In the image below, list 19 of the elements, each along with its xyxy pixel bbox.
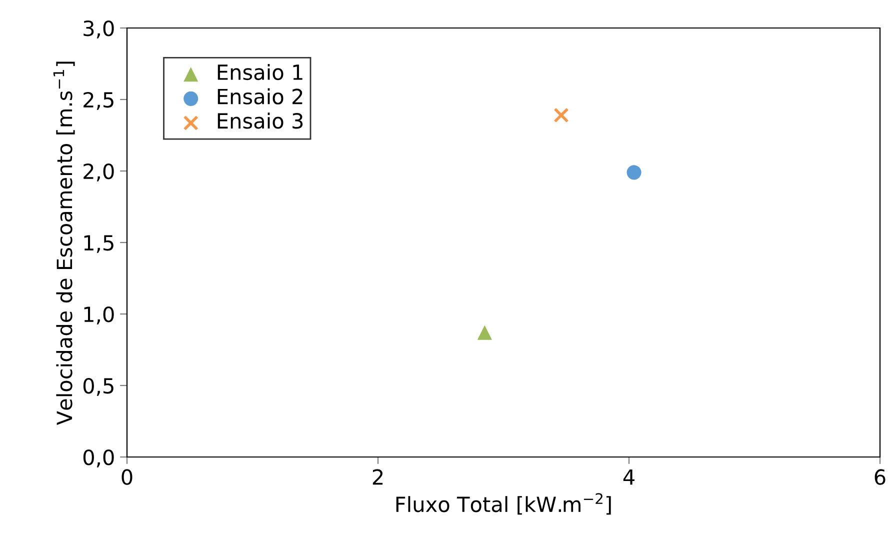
y-axis-title: Velocidade de Escoamento [m.s$^{−1}$] xyxy=(53,62,75,426)
y-tick-label: 1,5 xyxy=(84,235,114,253)
y-tick-label: 1,0 xyxy=(84,306,114,324)
x-tick-label: 0 xyxy=(122,469,132,485)
x-tick-label: 6 xyxy=(874,469,886,485)
y-tick-label: 0,5 xyxy=(83,378,114,396)
legend-label: Ensaio 1 xyxy=(218,64,302,80)
legend-label: Ensaio 2 xyxy=(218,88,302,104)
point xyxy=(626,165,642,180)
y-tick-label: 2,0 xyxy=(84,163,114,182)
legend-label: Ensaio 3 xyxy=(218,112,303,129)
y-tick-label: 3,0 xyxy=(84,20,114,38)
x-axis-title: Fluxo Total [kW.m$^{−2}$] xyxy=(396,493,611,515)
point xyxy=(477,325,492,340)
x-tick-label: 4 xyxy=(623,469,634,485)
y-tick-label: 2,5 xyxy=(84,92,114,110)
x-tick-label: 2 xyxy=(372,469,383,485)
y-tick-label: 0,0 xyxy=(83,449,114,468)
point xyxy=(554,108,569,123)
